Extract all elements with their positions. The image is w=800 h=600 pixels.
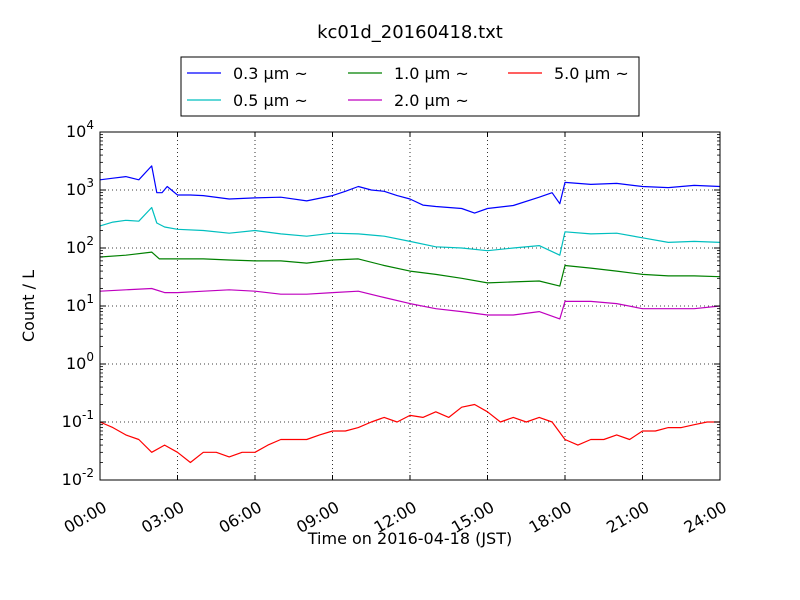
y-tick-labels: 10-2 10-1 100 101 102 103 104 — [62, 118, 94, 489]
x-axis-label: Time on 2016-04-18 (JST) — [307, 529, 512, 548]
y-axis-label: Count / L — [19, 270, 38, 342]
legend-box — [180, 56, 640, 117]
series-lines — [99, 165, 721, 464]
legend-label: 0.5 μm ~ — [233, 91, 308, 110]
legend-label: 2.0 μm ~ — [394, 91, 469, 110]
series-line-1 — [99, 165, 721, 214]
series-line-4 — [99, 287, 721, 320]
y-tick-label: 102 — [66, 234, 94, 257]
axis-ticks — [99, 131, 721, 481]
y-tick-label: 103 — [66, 176, 94, 199]
series-line-2 — [99, 206, 721, 256]
grid-lines — [100, 132, 720, 480]
legend-label: 1.0 μm ~ — [394, 64, 469, 83]
legend-label: 5.0 μm ~ — [554, 64, 629, 83]
legend: 0.3 μm ~ 0.5 μm ~ 1.0 μm ~ 2.0 μm ~ 5.0 μm ~ — [180, 56, 640, 117]
y-tick-label: 101 — [66, 292, 94, 315]
series-line-5 — [99, 403, 720, 464]
y-tick-label: 100 — [66, 350, 94, 373]
chart-title: kc01d_20160418.txt — [317, 22, 503, 43]
y-tick-label: 104 — [66, 118, 94, 141]
y-tick-label: 10-2 — [62, 466, 94, 489]
legend-label: 0.3 μm ~ — [233, 64, 308, 83]
series-line-3 — [99, 251, 721, 287]
y-tick-label: 10-1 — [62, 408, 94, 431]
